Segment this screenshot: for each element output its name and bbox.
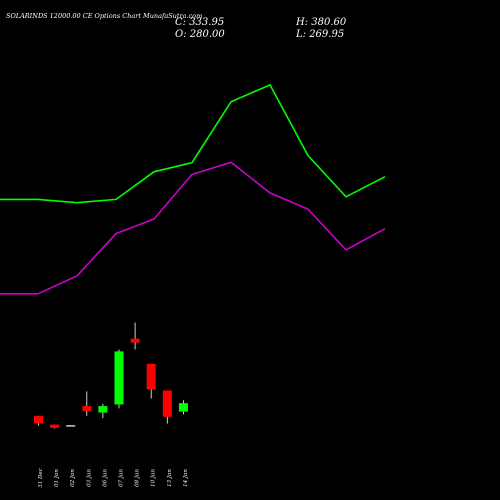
candle xyxy=(98,403,108,419)
x-tick-label: 01 Jan xyxy=(54,469,60,487)
upper-band-line xyxy=(0,83,386,204)
candle xyxy=(50,424,60,429)
x-tick-label: 31 Dec xyxy=(38,468,44,488)
chart-title: SOLARINDS 12000.00 CE Options Chart Muna… xyxy=(6,12,203,20)
candle-body xyxy=(50,424,60,428)
candle-body xyxy=(82,406,92,411)
high-value: H: 380.60 xyxy=(296,17,347,28)
candle-body xyxy=(34,415,43,424)
x-tick-label: 03 Jan xyxy=(86,469,92,487)
x-tick-label: 06 Jan xyxy=(102,469,108,487)
lower-band-line xyxy=(0,161,386,295)
candle-body xyxy=(162,390,172,417)
candle xyxy=(130,322,140,350)
candle xyxy=(114,349,124,409)
candle xyxy=(162,390,172,424)
candle xyxy=(82,391,92,416)
candle-body xyxy=(98,406,108,413)
x-tick-label: 14 Jan xyxy=(183,469,189,487)
candle xyxy=(34,415,43,426)
low-value: L: 269.95 xyxy=(296,29,345,40)
candle xyxy=(66,425,76,427)
candles-layer xyxy=(34,322,188,429)
x-tick-label: 10 Jan xyxy=(151,469,157,487)
candle-body xyxy=(178,403,188,412)
x-tick-label: 02 Jan xyxy=(70,469,76,487)
candle-body xyxy=(114,351,124,405)
candle-body xyxy=(66,425,76,427)
x-tick-label: 08 Jan xyxy=(135,469,141,487)
candle-body xyxy=(130,338,140,343)
x-tick-label: 13 Jan xyxy=(167,469,173,487)
x-axis: 31 Dec 01 Jan 02 Jan 03 Jan 06 Jan 07 Jan 08 J… xyxy=(38,468,189,488)
candle-body xyxy=(146,363,156,390)
x-tick-label: 07 Jan xyxy=(119,469,125,487)
bands-layer xyxy=(0,83,386,295)
close-value: C: 333.95 xyxy=(175,17,225,28)
open-value: O: 280.00 xyxy=(175,29,225,40)
candle xyxy=(146,363,156,399)
candle xyxy=(178,400,188,415)
